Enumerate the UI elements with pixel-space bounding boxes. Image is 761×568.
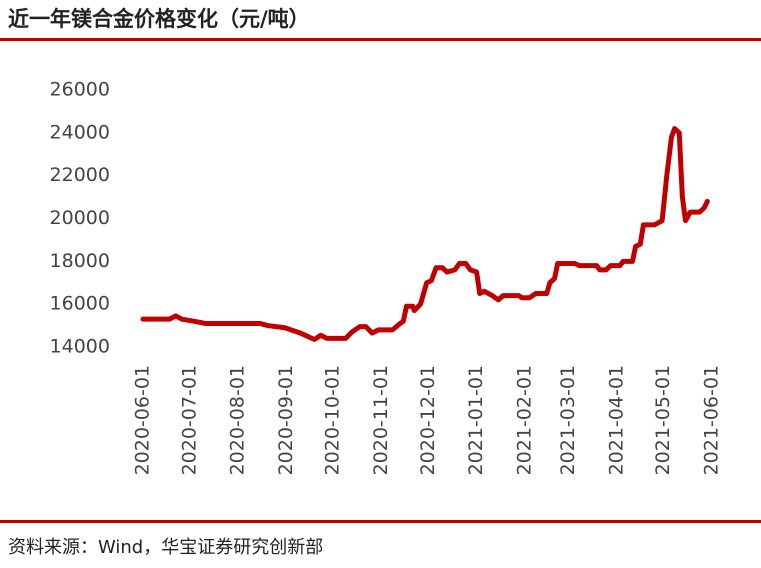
x-tick-label: 2021-05-01 [652,365,674,475]
x-tick-label: 2020-09-01 [275,365,297,475]
price-line [140,126,710,342]
x-tick-label: 2021-04-01 [605,365,627,475]
y-tick-label: 20000 [50,207,110,229]
x-tick-label: 2020-08-01 [227,365,249,475]
x-tick-label: 2021-03-01 [557,365,579,475]
x-tick-label: 2021-01-01 [465,365,487,475]
y-tick-label: 26000 [50,79,110,101]
x-tick-label: 2021-06-01 [701,365,723,475]
y-tick-label: 22000 [50,164,110,186]
chart-title: 近一年镁合金价格变化（元/吨） [8,7,310,31]
x-tick-label: 2020-07-01 [178,365,200,475]
x-tick-label: 2020-11-01 [370,365,392,475]
source-note: 资料来源：Wind，华宝证券研究创新部 [8,537,323,558]
y-tick-label: 18000 [50,250,110,272]
title-rule [0,38,761,41]
x-tick-label: 2020-10-01 [322,365,344,475]
y-tick-label: 16000 [50,293,110,315]
x-tick-label: 2021-02-01 [513,365,535,475]
x-tick-label: 2020-12-01 [417,365,439,475]
y-tick-label: 14000 [50,336,110,358]
footer-rule [0,520,761,523]
x-tick-label: 2020-06-01 [132,365,154,475]
y-tick-label: 24000 [50,121,110,143]
